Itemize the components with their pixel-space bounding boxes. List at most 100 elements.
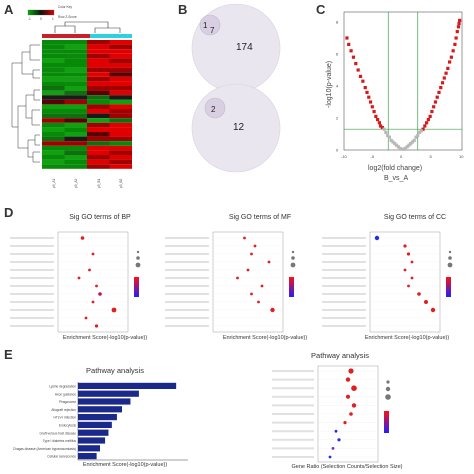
volcano-point — [358, 74, 363, 78]
heatmap-cell — [64, 53, 87, 59]
go-dot — [407, 284, 410, 288]
go-dot — [91, 252, 95, 256]
volcano-point — [365, 90, 369, 94]
go-plot-area — [57, 231, 129, 333]
go-term-label-placeholder — [165, 253, 209, 255]
volcano-point — [444, 71, 448, 75]
color-key-tick: 1 — [52, 17, 54, 21]
volcano-point — [416, 134, 420, 138]
volcano-ytick: 2 — [336, 116, 339, 121]
group-bar-b — [90, 34, 132, 38]
heatmap-cell — [87, 150, 110, 155]
pathway-term-placeholder — [272, 370, 314, 372]
go-term-label-placeholder — [10, 277, 54, 279]
heatmap-cell — [42, 76, 65, 82]
go-term-label-placeholder — [165, 237, 209, 239]
volcano-xtick: -10 — [341, 154, 348, 159]
go-dot — [91, 300, 95, 304]
volcano-point — [435, 95, 439, 99]
pathway-term-placeholder — [272, 456, 314, 458]
volcano-point — [417, 130, 422, 134]
pathway-bar-label: Graft-versus-host disease — [40, 431, 77, 435]
volcano-ytick: 8 — [336, 20, 339, 25]
heatmap-cell — [42, 141, 65, 146]
heatmap-cell — [87, 113, 110, 119]
volcano-point — [378, 124, 383, 128]
heatmap-cell — [87, 127, 110, 132]
legend-size-dot — [447, 262, 453, 268]
go-term-label-placeholder — [322, 293, 366, 295]
volcano-point — [446, 66, 450, 70]
pathway-bar — [78, 453, 97, 460]
pathway-bar-label: Cellular senescence — [47, 455, 76, 459]
pathway-dot — [337, 438, 341, 442]
go-mf-dotplot — [165, 231, 296, 333]
go-term-label-placeholder — [322, 261, 366, 263]
volcano-point — [367, 95, 371, 99]
volcano-point — [345, 36, 349, 40]
go-plot-area — [369, 231, 441, 333]
pathway-bar-label: Axon guidance — [55, 392, 76, 396]
pathway-bar — [78, 437, 106, 444]
go-dot — [98, 292, 102, 296]
pathway-term-placeholder — [272, 430, 314, 433]
volcano-point — [457, 22, 461, 26]
heatmap-cell — [109, 76, 132, 82]
legend-size-dot — [448, 256, 452, 260]
pathway-dot-plot — [272, 365, 391, 463]
legend-size-dot — [385, 394, 391, 400]
heatmap-cell — [64, 155, 87, 160]
pathway-dot — [349, 412, 353, 416]
go-dot — [111, 307, 117, 313]
heatmap-cell — [64, 72, 87, 77]
heatmap-cell — [87, 49, 110, 54]
volcano-point — [351, 55, 356, 59]
pathway-bar-label: Lysine degradation — [49, 385, 76, 389]
heatmap-cell — [87, 44, 110, 50]
pathway-dot — [343, 421, 347, 425]
heatmap-cell — [64, 145, 87, 151]
heatmap-cell — [109, 122, 132, 128]
go-term-label-placeholder — [10, 317, 54, 319]
volcano-point — [391, 140, 395, 144]
volcano-point — [419, 129, 423, 133]
heatmap-cell — [87, 136, 110, 142]
heatmap-cell — [42, 44, 65, 50]
heatmap-cell — [42, 67, 65, 73]
go-mf-title: Sig GO terms of MF — [228, 214, 292, 221]
heatmap-cell — [64, 58, 87, 63]
heatmap-cell — [64, 132, 87, 137]
heatmap-cell — [64, 40, 87, 45]
heatmap-cell — [109, 136, 132, 142]
heatmap-cell — [109, 141, 132, 146]
heatmap-cell — [42, 145, 65, 151]
heatmap-cell — [87, 81, 110, 86]
volcano-point — [398, 146, 402, 150]
heatmap-cell — [64, 164, 87, 169]
go-term-label-placeholder — [322, 309, 366, 311]
go-dot — [267, 260, 271, 264]
heatmap-col-label: p3_A1 — [52, 179, 56, 188]
pathway-bar-label: HTLV-I infection — [54, 416, 77, 420]
legend-colorbar — [384, 411, 389, 433]
go-dot — [246, 268, 250, 272]
volcano-point — [456, 25, 461, 29]
heatmap-cell — [42, 118, 65, 123]
color-key-subtitle: Row Z-Score — [58, 15, 77, 19]
volcano-point — [425, 121, 429, 125]
legend-size-dot — [135, 262, 141, 268]
heatmap-cell — [42, 159, 65, 165]
go-term-label-placeholder — [165, 261, 209, 263]
color-key-tick: 0 — [40, 17, 42, 21]
heatmap-col-label: p3_A2 — [74, 179, 78, 188]
volcano-point — [449, 55, 453, 59]
heatmap-cell — [64, 99, 87, 105]
legend-size-dot — [386, 380, 390, 384]
heatmap-cell — [87, 145, 110, 151]
volcano-point — [380, 126, 384, 130]
go-bp-xlabel: Enrichment Score(-log10(p-value)) — [62, 335, 148, 341]
heatmap-cell — [64, 63, 87, 68]
volcano-xlabel: log2(fold change) — [368, 165, 422, 172]
legend-colorbar — [134, 277, 139, 297]
heatmap-cell — [109, 150, 132, 155]
